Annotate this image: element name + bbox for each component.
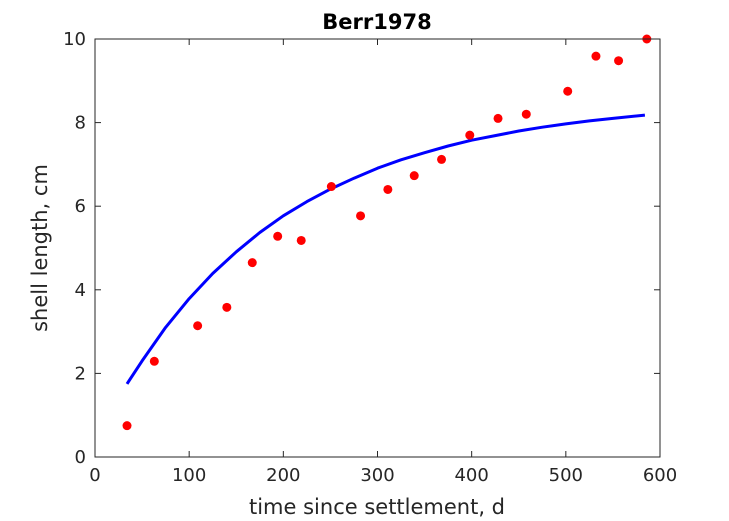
data-point <box>614 56 624 66</box>
data-point <box>591 51 601 61</box>
x-tick-label: 100 <box>172 465 206 486</box>
data-point <box>493 113 503 123</box>
data-point <box>465 130 475 140</box>
data-point <box>326 182 336 192</box>
y-tick-label: 6 <box>75 196 86 217</box>
data-point <box>356 211 366 221</box>
data-point <box>247 258 257 268</box>
data-point <box>193 321 203 331</box>
y-axis-label: shell length, cm <box>28 164 52 332</box>
data-point <box>409 171 419 181</box>
y-tick-label: 4 <box>75 280 86 301</box>
y-tick-label: 2 <box>75 363 86 384</box>
plot-area <box>95 39 660 457</box>
fit-curve <box>125 113 646 385</box>
data-points-layer <box>122 34 652 431</box>
x-tick-label: 400 <box>454 465 488 486</box>
data-point <box>521 109 531 119</box>
x-tick-label: 200 <box>266 465 300 486</box>
y-tick-label: 8 <box>75 113 86 134</box>
data-point <box>383 184 393 194</box>
data-point <box>122 421 132 431</box>
data-point <box>437 154 447 164</box>
x-axis-label: time since settlement, d <box>249 495 505 519</box>
chart-title: Berr1978 <box>322 10 431 34</box>
y-tick-label: 10 <box>63 29 86 50</box>
fit-curve-layer <box>125 113 646 385</box>
data-point <box>273 231 283 241</box>
ticks-layer: 0 100 200 300 400 500 600 0 2 4 6 8 10 <box>63 29 677 486</box>
data-point <box>149 356 159 366</box>
x-tick-label: 600 <box>643 465 677 486</box>
x-tick-label: 500 <box>549 465 583 486</box>
x-tick-label: 0 <box>89 465 100 486</box>
y-tick-label: 0 <box>75 447 86 468</box>
data-point <box>563 86 573 96</box>
data-point <box>222 302 232 312</box>
data-point <box>296 235 306 245</box>
x-tick-label: 300 <box>360 465 394 486</box>
